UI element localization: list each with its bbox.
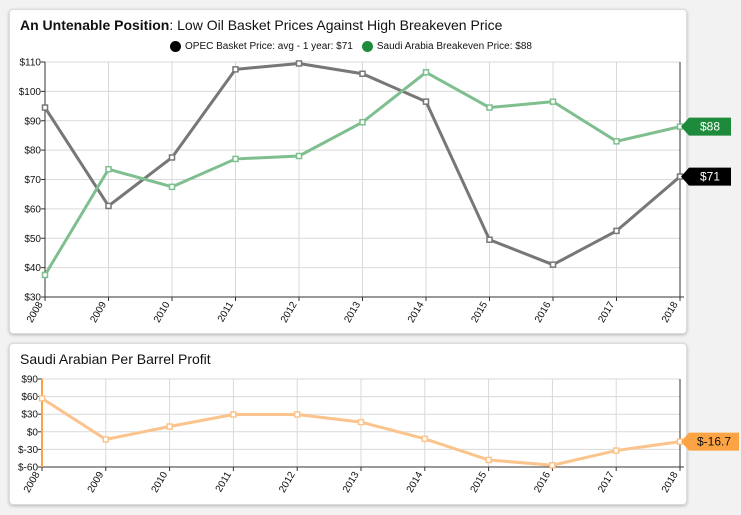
data-point (105, 165, 112, 173)
x-tick-label: 2013 (341, 470, 362, 495)
data-point (295, 152, 303, 160)
x-tick-label: 2009 (88, 300, 109, 325)
data-point (168, 154, 176, 161)
y-tick-label: $70 (24, 175, 41, 186)
end-value-label: $71 (700, 170, 720, 184)
x-tick-label: 2012 (279, 300, 300, 325)
x-tick-label: 2015 (469, 470, 490, 495)
y-tick-label: $60 (21, 392, 38, 403)
data-point (549, 461, 556, 469)
data-point (102, 436, 110, 443)
data-point (232, 155, 239, 163)
y-tick-label: $30 (24, 293, 41, 304)
data-point (168, 183, 176, 191)
legend: OPEC Basket Price: avg - 1 year: $71 Sau… (170, 41, 541, 52)
legend-label-opec: OPEC Basket Price: avg - 1 year: $71 (185, 41, 353, 52)
data-point (166, 423, 173, 430)
data-point (293, 411, 301, 418)
legend-marker-saudi (361, 41, 373, 52)
y-tick-label: $30 (21, 410, 38, 421)
chart-title-profit: Saudi Arabian Per Barrel Profit (20, 351, 211, 367)
end-value-tag (681, 117, 731, 136)
end-value-tag (681, 432, 739, 451)
data-point (232, 66, 239, 73)
data-point (38, 395, 46, 402)
data-point (612, 447, 620, 454)
x-tick-label: 2017 (596, 300, 617, 325)
profit-panel: Saudi Arabian Per Barrel Profit (9, 343, 687, 505)
data-point (486, 104, 493, 111)
data-point (41, 104, 49, 111)
chart-title: An Untenable Position: Low Oil Basket Pr… (20, 17, 503, 33)
x-tick-label: 2018 (660, 470, 681, 495)
x-tick-label: 2015 (469, 300, 490, 325)
data-point (486, 236, 493, 243)
end-value-label: $88 (700, 120, 720, 134)
y-tick-label: $100 (19, 87, 42, 98)
legend-item-opec[interactable]: OPEC Basket Price: avg - 1 year: $71 (170, 41, 353, 52)
data-point (422, 98, 430, 105)
x-tick-label: 2016 (532, 470, 553, 495)
data-point (613, 227, 620, 235)
y-tick-label: $0 (27, 427, 39, 438)
end-value-label: $-16.7 (697, 435, 731, 449)
legend-item-saudi[interactable]: Saudi Arabia Breakeven Price: $88 (361, 41, 532, 52)
data-point (359, 118, 366, 126)
x-tick-label: 2012 (277, 470, 298, 495)
legend-label-saudi: Saudi Arabia Breakeven Price: $88 (376, 41, 532, 52)
data-point (549, 98, 557, 105)
data-point (549, 261, 557, 268)
x-tick-label: 2016 (533, 300, 554, 325)
y-tick-label: $80 (24, 146, 41, 157)
end-value-tag (681, 167, 731, 186)
data-point (613, 138, 620, 145)
x-tick-label: 2010 (152, 300, 173, 325)
data-point (422, 69, 430, 76)
y-tick-label: $50 (24, 234, 41, 245)
x-tick-label: 2010 (150, 470, 171, 495)
data-point (295, 60, 303, 67)
x-tick-label: 2018 (660, 300, 681, 325)
x-tick-label: 2014 (405, 470, 426, 495)
x-tick-label: 2009 (86, 470, 107, 495)
x-tick-label: 2011 (216, 300, 236, 325)
y-tick-label: $90 (24, 116, 41, 127)
y-tick-label: $60 (24, 204, 41, 215)
data-point (41, 271, 49, 279)
x-tick-label: 2013 (342, 300, 363, 325)
data-point (105, 202, 112, 210)
y-tick-label: $90 (21, 375, 38, 386)
data-point (230, 411, 237, 418)
x-tick-label: 2017 (596, 470, 617, 495)
data-point (421, 435, 429, 443)
legend-marker-opec (170, 41, 181, 52)
data-point (485, 456, 492, 464)
y-tick-label: $-30 (18, 445, 38, 456)
y-tick-label: $110 (19, 58, 41, 69)
y-tick-label: $40 (24, 263, 41, 274)
data-point (359, 70, 366, 77)
data-point (357, 418, 365, 426)
x-tick-label: 2014 (406, 300, 427, 325)
y-tick-label: $-60 (18, 463, 38, 474)
x-tick-label: 2011 (214, 470, 234, 495)
